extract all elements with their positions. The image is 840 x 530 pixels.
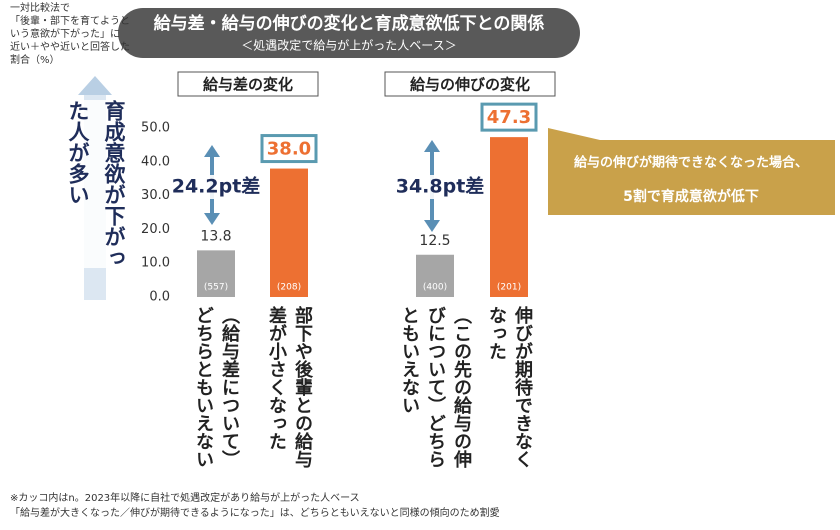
note-line: 近い＋やや近いと回答した xyxy=(10,40,130,53)
up-arrow xyxy=(78,76,112,95)
value-box xyxy=(480,102,538,132)
diff-arrowhead xyxy=(424,220,440,232)
panel-title: 給与の伸びの変化 xyxy=(410,76,530,94)
category-label: （給与差について）どちらともいえない xyxy=(193,306,240,468)
value-label: 38.0 xyxy=(267,139,311,160)
note-line: いう意欲が下がった」に xyxy=(10,27,120,40)
bar xyxy=(270,168,308,297)
note-line: 割合（%） xyxy=(10,53,60,66)
footnote: ※カッコ内はn。2023年以降に自社で処遇改定があり給与が上がった人ベース xyxy=(10,491,360,504)
category-label: 部下や後輩との給与差が小さくなった xyxy=(266,306,313,468)
y-tick-label: 40.0 xyxy=(141,154,170,169)
subtitle: ＜処遇改定で給与が上がった人ベース＞ xyxy=(241,38,456,53)
value-label: 13.8 xyxy=(200,228,231,244)
bar xyxy=(197,250,235,297)
value-box xyxy=(260,134,318,164)
n-label: (400) xyxy=(423,283,447,293)
diff-arrowhead xyxy=(424,140,440,152)
diff-bg xyxy=(170,175,262,199)
value-label: 47.3 xyxy=(487,107,531,128)
bar xyxy=(490,137,528,297)
title: 給与差・給与の伸びの変化と育成意欲低下との関係 xyxy=(154,13,545,34)
diff-arrowhead xyxy=(204,145,220,157)
y-tick-label: 20.0 xyxy=(141,222,170,237)
footnote: 「給与差が大きくなった／伸びが期待できるようになった」は、どちらともいえないと同… xyxy=(10,506,500,519)
panel-header-box xyxy=(177,71,319,97)
category-label: 伸びが期待できなくなった xyxy=(486,306,533,468)
n-label: (201) xyxy=(497,283,521,293)
n-label: (557) xyxy=(204,283,228,293)
category-label: （この先の給与の伸びについて）どちらともいえない xyxy=(399,306,472,468)
value-label: 12.5 xyxy=(419,233,450,249)
diff-label: 24.2pt差 xyxy=(172,175,261,198)
note-line: 「後輩・部下を育てようと xyxy=(10,14,130,27)
y-tick-label: 0.0 xyxy=(149,290,170,305)
panel-title: 給与差の変化 xyxy=(203,76,293,94)
callout-line: 給与の伸びが期待できなくなった場合、 xyxy=(574,155,808,171)
y-tick-label: 30.0 xyxy=(141,188,170,203)
diff-label: 34.8pt差 xyxy=(396,175,485,198)
callout-box xyxy=(548,140,835,215)
title-box xyxy=(118,8,580,58)
n-label: (208) xyxy=(277,283,301,293)
y-annotation: 育成意欲が下がった人が多い xyxy=(60,100,132,268)
y-tick-label: 50.0 xyxy=(141,121,170,136)
callout-line: 5割で育成意欲が低下 xyxy=(623,188,759,205)
y-tick-label: 10.0 xyxy=(141,256,170,271)
diff-arrowhead xyxy=(204,213,220,225)
diff-bg xyxy=(394,175,486,199)
bar xyxy=(416,254,454,297)
note-line: 一対比較法で xyxy=(10,1,70,14)
panel-header-box xyxy=(384,71,556,97)
